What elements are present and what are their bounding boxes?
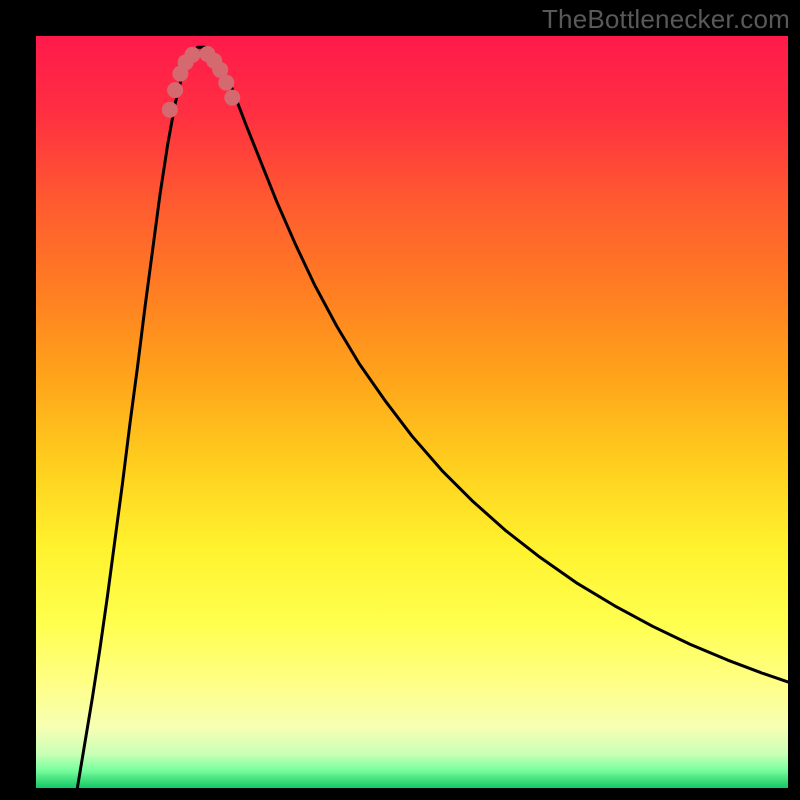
marker-group <box>162 46 240 118</box>
marker-dot <box>167 82 183 98</box>
bottleneck-curve <box>77 47 788 788</box>
plot-area <box>36 36 788 788</box>
marker-dot <box>218 75 234 91</box>
marker-dot <box>224 90 240 106</box>
watermark-text: TheBottlenecker.com <box>542 4 790 35</box>
curve-layer <box>36 36 788 788</box>
marker-dot <box>162 102 178 118</box>
marker-dot <box>184 47 200 63</box>
